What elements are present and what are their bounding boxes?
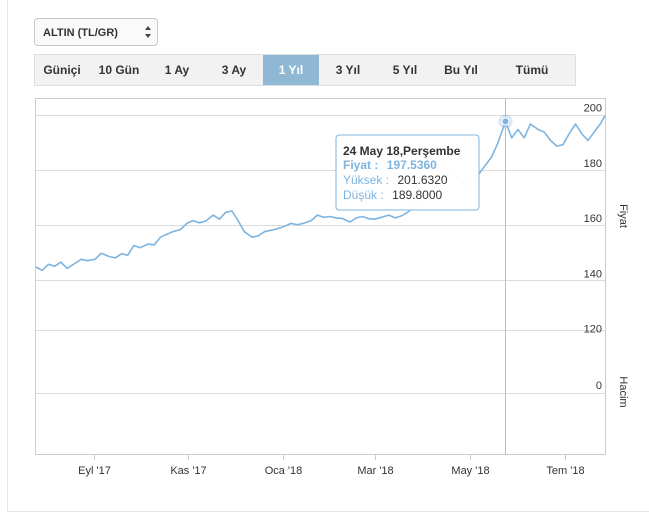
volume-tick-label: 0 (596, 380, 602, 392)
hover-marker-dot (501, 117, 510, 126)
updown-arrows-icon (145, 26, 151, 38)
date-axis-ticks: Eyl '17 Kas '17 Oca '18 Mar '18 May '18 Tem '… (78, 455, 585, 477)
price-tick-label: 120 (584, 324, 602, 336)
date-tick-label: Kas '17 (170, 465, 206, 477)
tooltip-high-row: Yüksek : 201.6320 (343, 171, 448, 188)
price-axis-title: Fiyat (617, 204, 629, 228)
time-range-bar: Güniçi 10 Gün 1 Ay 3 Ay 1 Yıl 3 Yıl 5 Yı… (34, 54, 576, 86)
range-button-1-month[interactable]: 1 Ay (164, 63, 190, 77)
price-tooltip: 24 May 18,Perşembe Fiyat : 197.5360 Yüks… (335, 134, 480, 211)
tooltip-low-value: 189.8000 (392, 188, 442, 202)
instrument-select[interactable]: ALTIN (TL/GR) (34, 18, 158, 46)
price-series (35, 115, 606, 272)
plot-area-border (35, 98, 606, 455)
range-button-5-years[interactable]: 5 Yıl (392, 63, 418, 77)
page-frame-bottom (7, 511, 649, 512)
range-button-all[interactable]: Tümü (515, 63, 549, 77)
tooltip-price-value: 197.5360 (387, 158, 437, 172)
tooltip-low-row: Düşük : 189.8000 (343, 186, 443, 203)
hover-point-marker (498, 114, 513, 129)
date-tick-label: Mar '18 (357, 465, 393, 477)
tooltip-date: 24 May 18,Perşembe (343, 144, 461, 158)
price-axis-ticks: 120 140 160 180 200 (584, 103, 602, 336)
tooltip-low-label: Düşük : (343, 188, 384, 202)
price-tick-label: 180 (584, 158, 602, 170)
price-series-line (35, 115, 606, 272)
range-button-this-year[interactable]: Bu Yıl (444, 63, 478, 77)
price-tick-label: 140 (584, 268, 602, 280)
volume-axis-ticks: 0 (596, 380, 602, 392)
tooltip-high-value: 201.6320 (397, 173, 447, 187)
price-tick-label: 200 (584, 103, 602, 115)
grid (36, 115, 605, 394)
date-tick-label: Eyl '17 (78, 465, 111, 477)
date-tick-label: May '18 (451, 465, 489, 477)
page-frame-left (7, 0, 8, 512)
date-tick-label: Oca '18 (265, 465, 303, 477)
range-button-1-year[interactable]: 1 Yıl (263, 55, 319, 85)
date-tick-label: Tem '18 (546, 465, 584, 477)
range-button-3-months[interactable]: 3 Ay (221, 63, 247, 77)
range-button-3-years[interactable]: 3 Yıl (335, 63, 361, 77)
range-button-10-days[interactable]: 10 Gün (98, 63, 140, 77)
tooltip-high-label: Yüksek : (343, 173, 389, 187)
tooltip-price-label: Fiyat : (343, 158, 378, 172)
tooltip-box (335, 134, 480, 211)
tooltip-price-row: Fiyat : 197.5360 (343, 156, 437, 173)
instrument-select-value: ALTIN (TL/GR) (43, 27, 118, 39)
volume-axis-title: Hacim (617, 376, 629, 407)
price-tick-label: 160 (584, 213, 602, 225)
range-button-intraday[interactable]: Güniçi (43, 63, 81, 77)
